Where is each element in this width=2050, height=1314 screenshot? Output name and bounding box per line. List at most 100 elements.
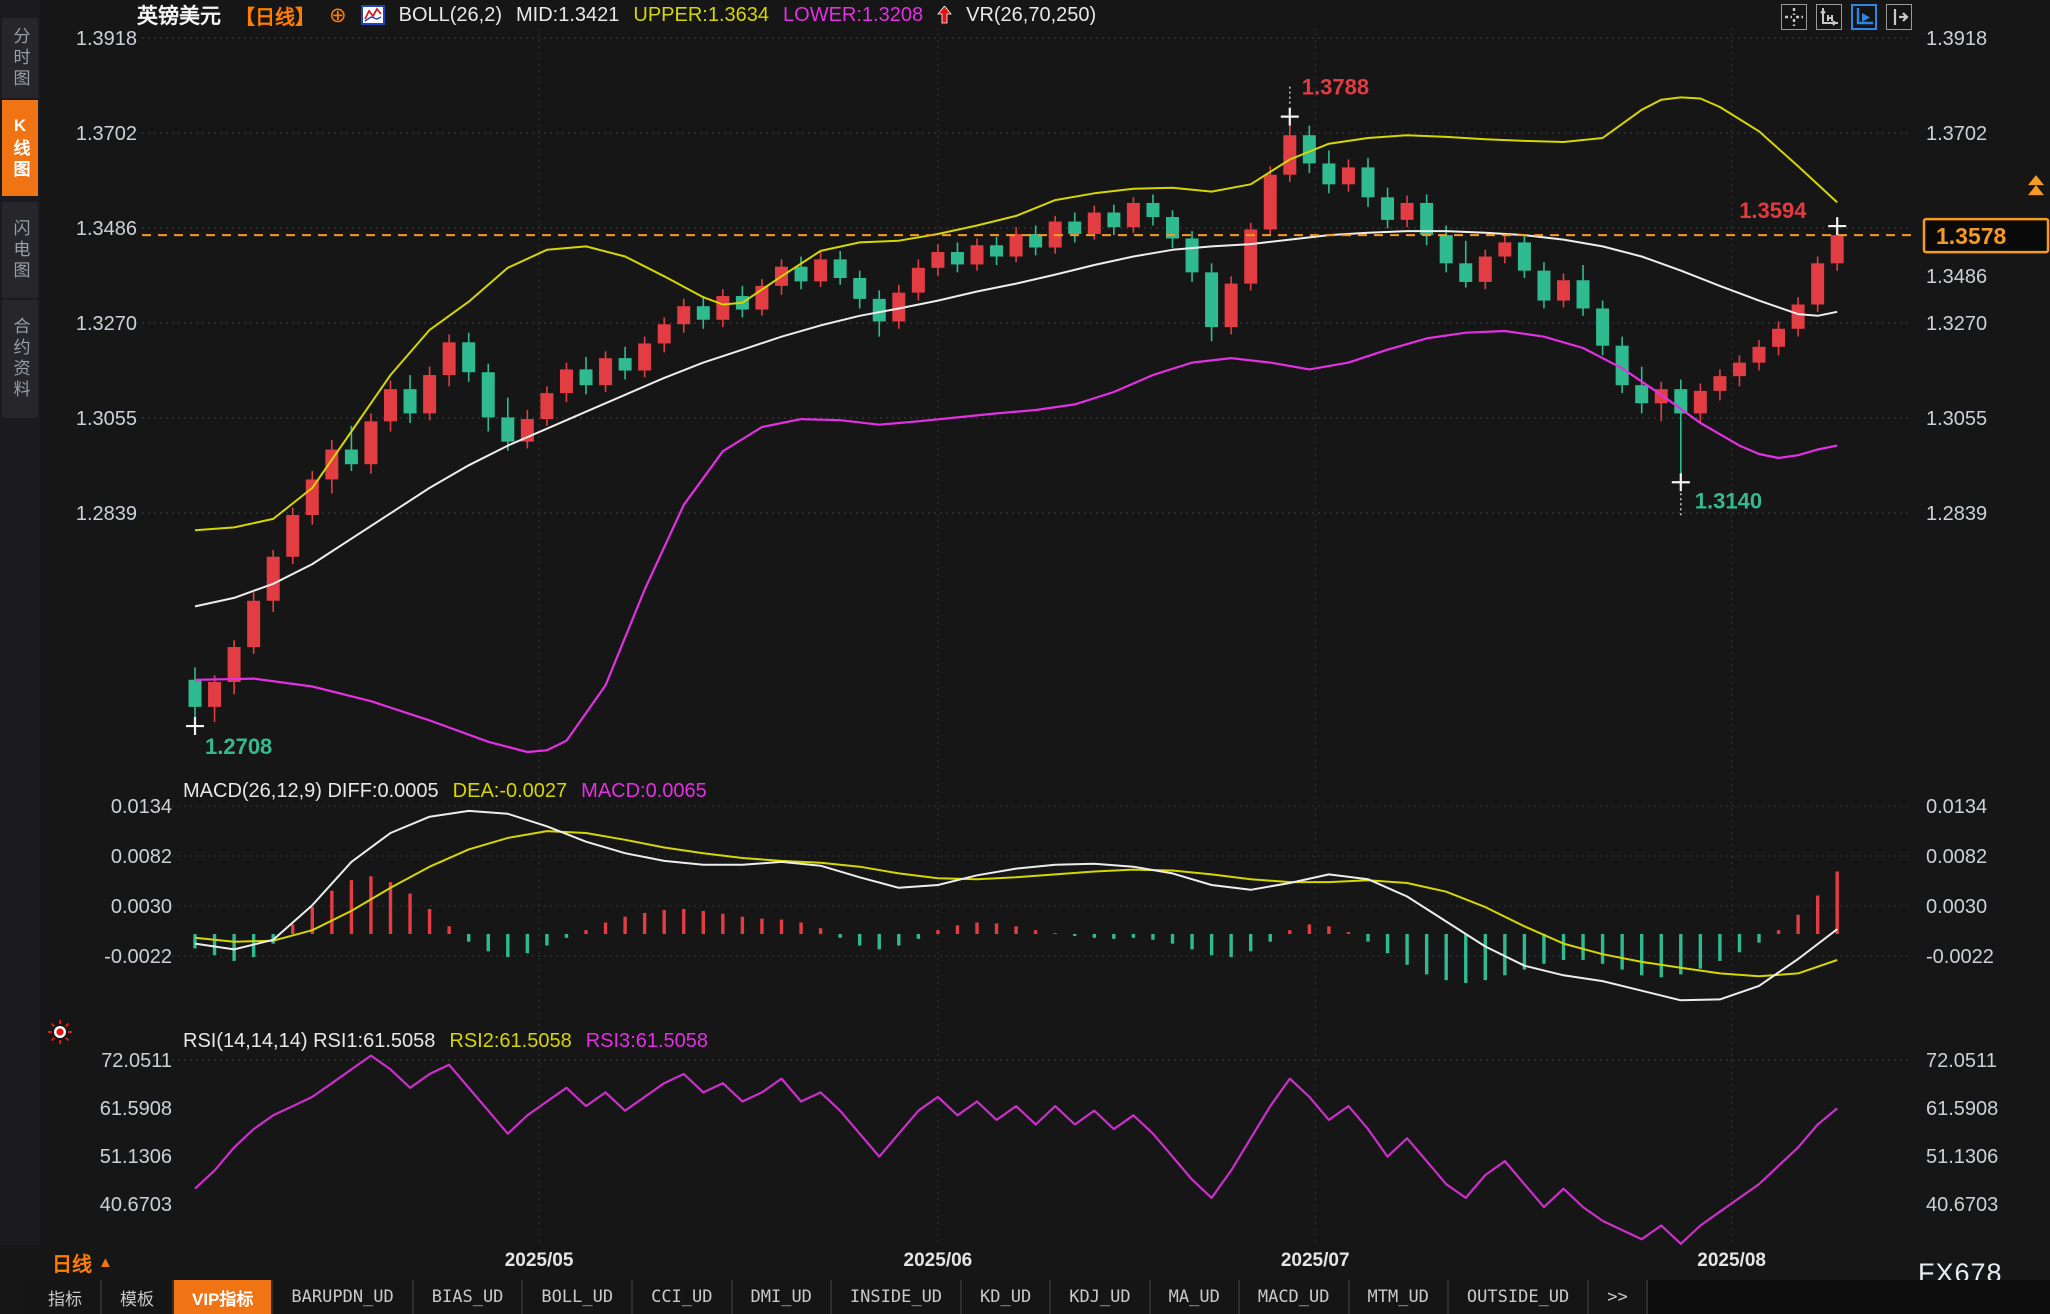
tab-kd-ud[interactable]: KD_UD	[962, 1280, 1052, 1314]
svg-text:72.0511: 72.0511	[101, 1050, 172, 1072]
svg-text:0.0082: 0.0082	[111, 846, 172, 868]
svg-text:40.6703: 40.6703	[1926, 1194, 1998, 1216]
macd-macd-value: MACD:0.0065	[581, 780, 707, 802]
sidebar-item-label: 分时图	[10, 26, 30, 90]
tab-indicator[interactable]: 指标	[30, 1280, 102, 1314]
sidebar-item-label: 闪电图	[10, 218, 30, 282]
red-arrow-up-icon	[937, 6, 952, 24]
symbol-title: 英镑美元	[137, 5, 221, 28]
tab-inside-ud[interactable]: INSIDE_UD	[831, 1280, 963, 1314]
svg-text:0.0134: 0.0134	[1926, 796, 1987, 818]
svg-text:1.3055: 1.3055	[76, 408, 137, 430]
bollinger-layer	[194, 96, 1838, 754]
move-cross-icon[interactable]	[1781, 4, 1807, 30]
triangle-up-icon: ▲	[98, 1254, 113, 1271]
tab-cci-ud[interactable]: CCI_UD	[633, 1280, 733, 1314]
tab-kdj-ud[interactable]: KDJ_UD	[1051, 1280, 1151, 1314]
svg-text:1.3270: 1.3270	[1926, 313, 1987, 335]
chart-toolbar	[1781, 4, 1912, 30]
extreme-cross-marker	[1671, 473, 1690, 492]
rsi1-value: RSI(14,14,14) RSI1:61.5058	[183, 1030, 436, 1052]
tab-vip-indicator[interactable]: VIP指标	[174, 1280, 274, 1314]
svg-text:0.0030: 0.0030	[111, 896, 172, 918]
x-axis-layer: 2025/05 2025/06 2025/07 2025/08	[505, 28, 1766, 1271]
tab-macd-ud[interactable]: MACD_UD	[1239, 1280, 1350, 1314]
svg-text:2025/07: 2025/07	[1281, 1250, 1350, 1271]
axis-play-icon[interactable]	[1851, 4, 1877, 30]
rsi2-value: RSI2:61.5058	[449, 1030, 572, 1052]
svg-text:1.3788: 1.3788	[1302, 75, 1369, 100]
red-burst-icon[interactable]	[46, 1018, 74, 1051]
svg-text:1.2839: 1.2839	[76, 503, 137, 525]
svg-text:1.3702: 1.3702	[1926, 123, 1987, 145]
tab-dmi-ud[interactable]: DMI_UD	[732, 1280, 832, 1314]
tab-barupdn-ud[interactable]: BARUPDN_UD	[273, 1280, 414, 1314]
add-circle-icon[interactable]: ⊕	[329, 3, 347, 27]
macd-layer	[193, 809, 1839, 1002]
svg-text:1.3578: 1.3578	[1936, 223, 2007, 249]
extreme-cross-marker	[1280, 107, 1299, 126]
candles-layer	[188, 116, 1844, 727]
tab-boll-ud[interactable]: BOLL_UD	[523, 1280, 634, 1314]
svg-text:61.5908: 61.5908	[1926, 1098, 1998, 1120]
boll-lower-value: LOWER:1.3208	[783, 3, 924, 26]
svg-text:1.3486: 1.3486	[76, 218, 137, 240]
sidebar-item-kline-chart[interactable]: K线图	[2, 100, 38, 196]
svg-text:51.1306: 51.1306	[1926, 1146, 1998, 1168]
sidebar-item-lightning-chart[interactable]: 闪电图	[2, 202, 38, 298]
sidebar: 分时图 K线图 闪电图 合约资料	[0, 0, 40, 1245]
boll-params: BOLL(26,2)	[398, 3, 502, 26]
vr-params: VR(26,70,250)	[966, 3, 1097, 26]
chart-header: 英镑美元 【日线】 ⊕ BOLL(26,2) MID:1.3421 UPPER:…	[137, 0, 1096, 30]
shift-axis-icon[interactable]	[1886, 4, 1912, 30]
macd-dea-value: DEA:-0.0027	[452, 780, 568, 802]
tab-template[interactable]: 模板	[102, 1280, 174, 1314]
rsi-layer	[194, 1054, 1838, 1245]
rsi3-value: RSI3:61.5058	[585, 1030, 709, 1052]
svg-text:61.5908: 61.5908	[100, 1098, 172, 1120]
macd-diff-value: MACD(26,12,9) DIFF:0.0005	[183, 780, 439, 802]
svg-text:1.3702: 1.3702	[76, 123, 137, 145]
tab-ma-ud[interactable]: MA_UD	[1150, 1280, 1240, 1314]
period-selector[interactable]: 日线 ▲	[52, 1248, 113, 1277]
svg-text:2025/06: 2025/06	[904, 1250, 973, 1271]
svg-text:-0.0022: -0.0022	[104, 946, 172, 968]
svg-text:1.3918: 1.3918	[1926, 28, 1987, 50]
svg-text:1.2839: 1.2839	[1926, 503, 1987, 525]
tab-bias-ud[interactable]: BIAS_UD	[413, 1280, 524, 1314]
sidebar-item-time-chart[interactable]: 分时图	[2, 18, 38, 98]
sidebar-item-contract-info[interactable]: 合约资料	[2, 300, 38, 418]
price-up-marker-icon	[2028, 175, 2044, 186]
svg-text:0.0082: 0.0082	[1926, 846, 1987, 868]
svg-text:1.3140: 1.3140	[1695, 488, 1762, 513]
rsi-panel-header: RSI(14,14,14) RSI1:61.5058 RSI2:61.5058 …	[183, 1030, 708, 1053]
tab-outside-ud[interactable]: OUTSIDE_UD	[1448, 1280, 1590, 1314]
svg-text:-0.0022: -0.0022	[1926, 946, 1994, 968]
last-price-tag	[1922, 217, 2050, 254]
svg-text:1.3594: 1.3594	[1739, 198, 1807, 223]
svg-text:40.6703: 40.6703	[100, 1194, 172, 1216]
svg-text:1.3486: 1.3486	[1926, 266, 1987, 288]
svg-text:2025/08: 2025/08	[1697, 1250, 1766, 1271]
sidebar-item-label: 合约资料	[10, 317, 30, 401]
extreme-cross-marker	[186, 717, 204, 736]
boll-upper-value: UPPER:1.3634	[633, 3, 770, 26]
sidebar-item-label: K线图	[10, 115, 30, 181]
svg-text:72.0511: 72.0511	[1926, 1050, 1997, 1072]
boll-mid-value: MID:1.3421	[516, 3, 620, 26]
tab-mtm-ud[interactable]: MTM_UD	[1349, 1280, 1449, 1314]
axis-icon[interactable]	[1816, 4, 1842, 30]
mini-chart-icon[interactable]	[360, 5, 385, 25]
svg-text:1.3055: 1.3055	[1926, 408, 1987, 430]
period-label: 日线	[52, 1254, 92, 1276]
tab-more[interactable]: >>	[1589, 1280, 1648, 1314]
svg-text:1.2708: 1.2708	[205, 734, 272, 759]
period-tag[interactable]: 【日线】	[235, 6, 315, 29]
svg-text:2025/05: 2025/05	[505, 1250, 574, 1271]
svg-text:1.3918: 1.3918	[76, 28, 137, 50]
grid-layer: 1.3918 1.3918 1.3702 1.3702 1.3486 1.3486 1.32…	[76, 28, 1998, 1216]
macd-panel-header: MACD(26,12,9) DIFF:0.0005 DEA:-0.0027 MA…	[183, 780, 707, 803]
annotations-layer: 1.3788 1.3594 1.3140 1.2708	[186, 75, 1847, 759]
